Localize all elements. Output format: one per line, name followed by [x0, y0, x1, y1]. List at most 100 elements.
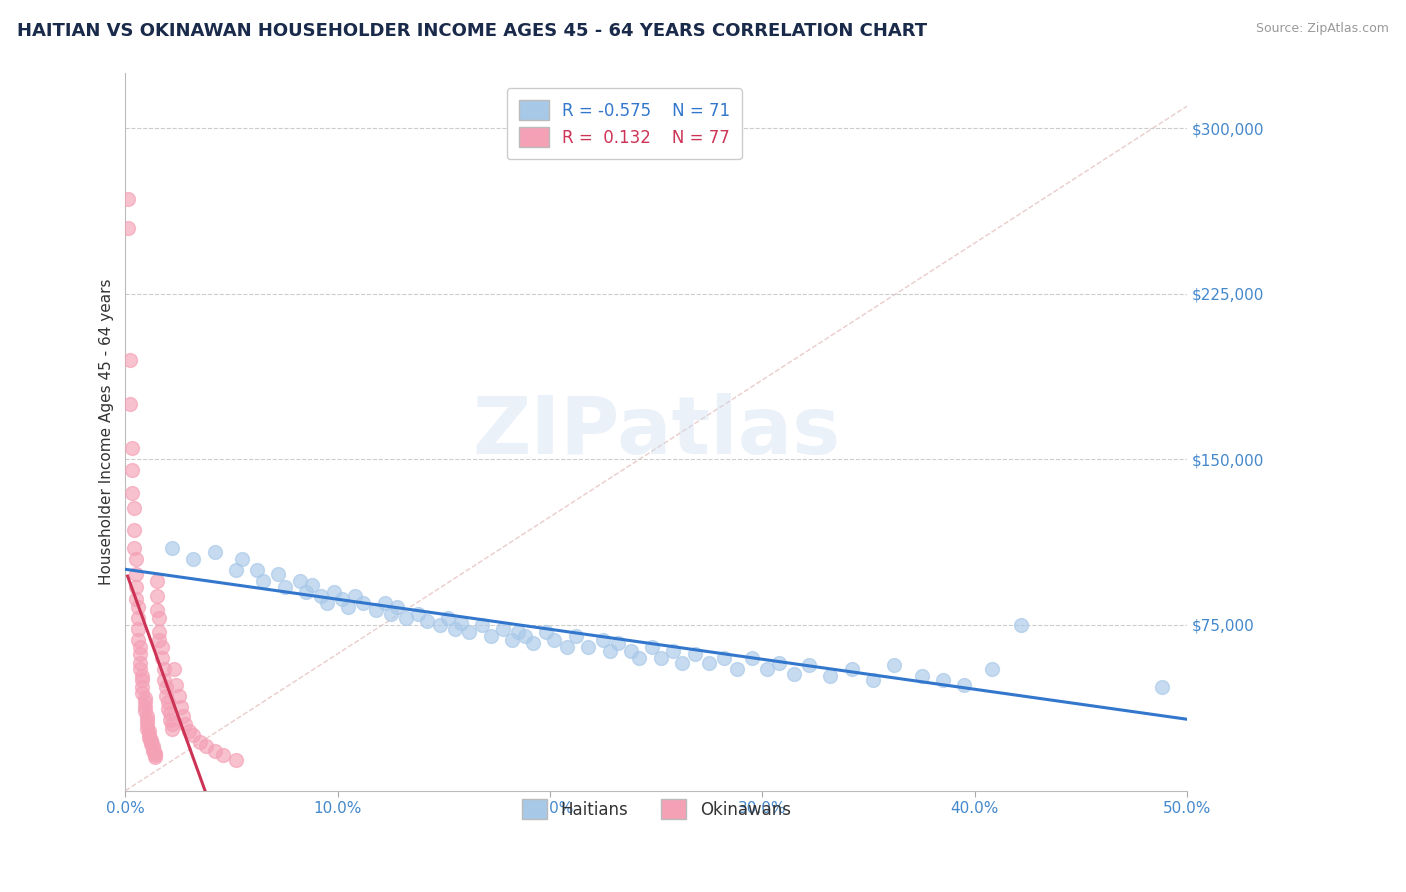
- Point: [131, 686, 153, 700]
- Point: [301, 578, 323, 592]
- Point: [443, 623, 465, 637]
- Point: [564, 629, 586, 643]
- Point: [295, 585, 318, 599]
- Text: Source: ZipAtlas.com: Source: ZipAtlas.com: [1256, 22, 1389, 36]
- Point: [125, 591, 148, 606]
- Point: [387, 600, 409, 615]
- Point: [156, 702, 179, 716]
- Point: [167, 689, 190, 703]
- Point: [146, 602, 169, 616]
- Point: [231, 551, 253, 566]
- Point: [155, 680, 177, 694]
- Point: [799, 657, 821, 672]
- Point: [395, 611, 418, 625]
- Point: [163, 662, 186, 676]
- Point: [127, 600, 149, 615]
- Point: [125, 581, 148, 595]
- Point: [143, 746, 166, 760]
- Point: [150, 640, 173, 654]
- Point: [142, 741, 165, 756]
- Point: [450, 615, 472, 630]
- Point: [138, 723, 160, 738]
- Point: [121, 442, 143, 456]
- Point: [129, 656, 152, 670]
- Point: [143, 748, 166, 763]
- Point: [513, 629, 536, 643]
- Point: [146, 589, 169, 603]
- Point: [179, 723, 201, 738]
- Point: [768, 656, 790, 670]
- Point: [641, 640, 664, 654]
- Point: [134, 690, 156, 705]
- Point: [628, 651, 651, 665]
- Point: [122, 500, 145, 515]
- Point: [134, 699, 156, 714]
- Point: [155, 689, 177, 703]
- Point: [146, 574, 169, 588]
- Point: [174, 717, 197, 731]
- Point: [309, 589, 332, 603]
- Point: [160, 717, 183, 731]
- Point: [458, 624, 481, 639]
- Point: [125, 551, 148, 566]
- Point: [135, 713, 157, 727]
- Point: [172, 708, 194, 723]
- Point: [139, 737, 162, 751]
- Point: [148, 611, 170, 625]
- Point: [131, 673, 153, 688]
- Point: [501, 633, 523, 648]
- Point: [131, 669, 153, 683]
- Point: [607, 635, 630, 649]
- Point: [148, 633, 170, 648]
- Point: [592, 633, 614, 648]
- Point: [121, 485, 143, 500]
- Point: [364, 602, 387, 616]
- Point: [1011, 618, 1033, 632]
- Point: [225, 753, 247, 767]
- Point: [138, 728, 160, 742]
- Point: [117, 192, 139, 206]
- Point: [330, 591, 353, 606]
- Point: [212, 748, 235, 763]
- Point: [343, 589, 366, 603]
- Point: [380, 607, 402, 621]
- Point: [252, 574, 274, 588]
- Point: [408, 607, 430, 621]
- Point: [183, 551, 205, 566]
- Point: [135, 717, 157, 731]
- Point: [122, 541, 145, 555]
- Point: [755, 662, 778, 676]
- Point: [159, 713, 181, 727]
- Point: [165, 678, 187, 692]
- Point: [479, 629, 502, 643]
- Point: [683, 647, 706, 661]
- Point: [125, 567, 148, 582]
- Point: [620, 644, 643, 658]
- Point: [662, 644, 685, 658]
- Point: [322, 585, 344, 599]
- Point: [142, 739, 165, 754]
- Point: [129, 662, 152, 676]
- Point: [204, 545, 226, 559]
- Point: [508, 624, 530, 639]
- Point: [204, 744, 226, 758]
- Point: [195, 739, 218, 754]
- Point: [416, 614, 439, 628]
- Point: [862, 673, 884, 688]
- Point: [671, 656, 693, 670]
- Point: [953, 678, 976, 692]
- Point: [135, 708, 157, 723]
- Point: [134, 704, 156, 718]
- Point: [373, 596, 395, 610]
- Point: [492, 623, 515, 637]
- Point: [599, 644, 621, 658]
- Point: [129, 647, 152, 661]
- Point: [148, 624, 170, 639]
- Point: [741, 651, 763, 665]
- Point: [170, 699, 193, 714]
- Point: [316, 596, 339, 610]
- Point: [160, 541, 183, 555]
- Point: [118, 353, 141, 368]
- Point: [555, 640, 578, 654]
- Point: [152, 673, 174, 688]
